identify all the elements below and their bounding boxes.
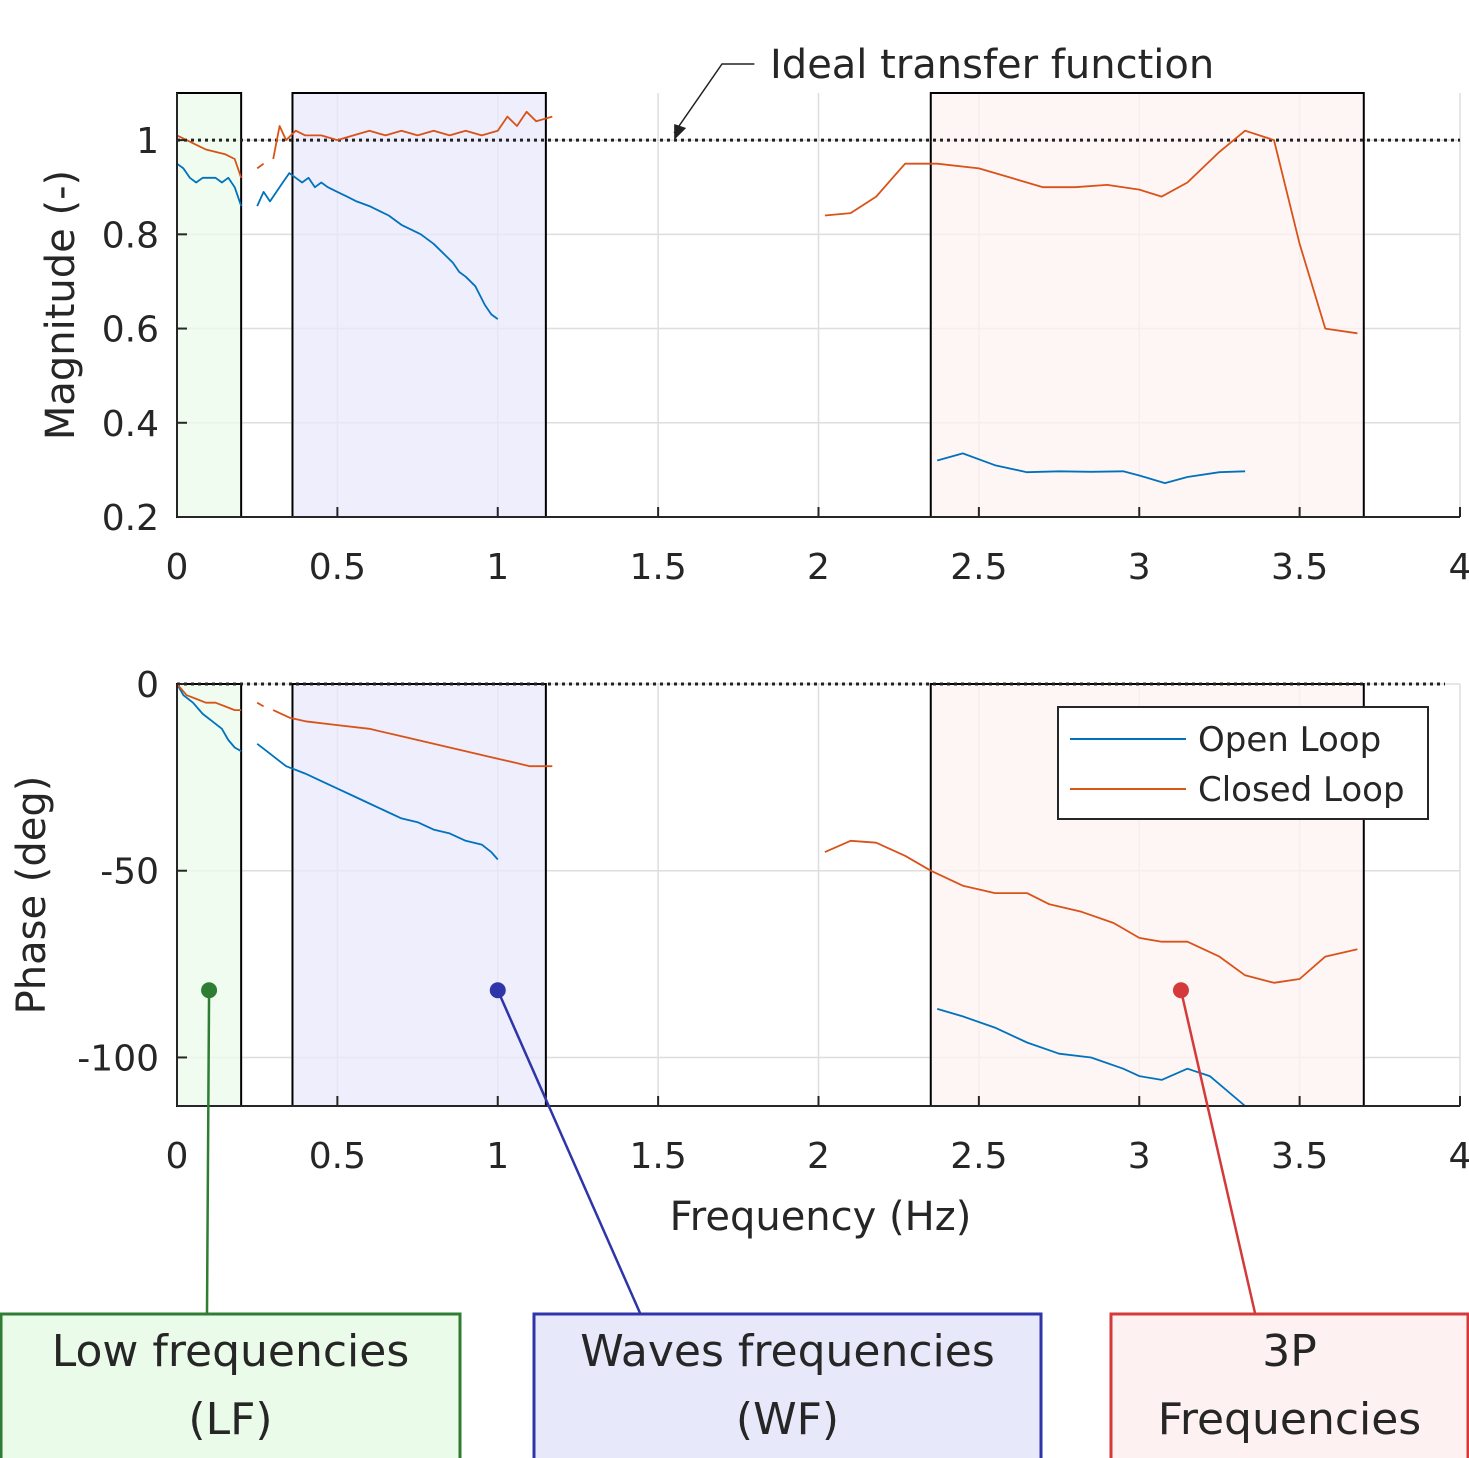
y-tick-label: -100 [77,1038,159,1079]
x-tick-label: 1.5 [629,1136,686,1177]
shaded-region-wf [291,683,547,1107]
y-tick-label: 1 [136,121,159,162]
x-tick-label: 3 [1128,547,1151,588]
y-tick-label: 0.4 [102,404,159,445]
x-tick-label: 4 [1449,1136,1469,1177]
legend-box [1057,706,1429,820]
x-tick-label: 0 [166,547,189,588]
open-loop-line [936,452,1246,484]
caption-box-wf [532,1312,1043,1458]
y-tick-label: -50 [100,852,159,893]
x-tick-label: 2.5 [950,1136,1007,1177]
y-tick-label: 0.6 [102,310,159,351]
y-tick-label: 0.8 [102,215,159,256]
open-loop-line [936,1008,1246,1107]
callout-line-wf [496,989,642,1314]
caption-label-wf: Waves frequencies [580,1326,995,1377]
open-loop-line [176,162,243,207]
caption-box-lf [0,1312,462,1458]
x-tick-label: 0 [166,1136,189,1177]
closed-loop-line [272,110,553,160]
closed-loop-line [272,709,553,768]
open-loop-line [176,683,242,752]
x-tick-label: 3.5 [1271,1136,1328,1177]
caption-box-3p [1109,1312,1469,1458]
caption-label-lf: Low frequencies [52,1326,410,1377]
closed-loop-line [256,701,265,708]
open-loop-line [256,743,499,861]
y-axis-label: Phase (deg) [9,776,55,1015]
x-tick-label: 2 [807,1136,830,1177]
caption-label-3p: Frequencies [1158,1394,1421,1445]
legend-label-open-loop: Open Loop [1198,720,1381,760]
closed-loop-line [256,162,265,170]
caption-label-wf: (WF) [736,1394,839,1445]
callout-dot-lf [201,982,218,999]
closed-loop-line [176,683,242,711]
magnitude-plot [176,63,1461,518]
caption-label-3p: 3P [1262,1326,1317,1377]
y-axis-label: Magnitude (-) [38,170,84,440]
closed-loop-line [824,839,1358,984]
callout-dot-3p [1172,982,1189,999]
x-tick-label: 1 [486,1136,509,1177]
shaded-region-lf [176,92,243,518]
y-tick-label: 0 [136,665,159,706]
caption-label-lf: (LF) [188,1394,272,1445]
ideal-transfer-function-label: Ideal transfer function [770,42,1214,88]
x-tick-label: 4 [1449,547,1469,588]
y-tick-label: 0.2 [102,498,159,539]
callout-dot-wf [489,982,506,999]
x-tick-label: 1 [486,547,509,588]
open-loop-line [256,172,499,320]
shaded-region-3p [929,92,1365,518]
callout-line-lf [205,990,211,1314]
annotation-arrow [673,63,755,134]
x-tick-label: 2 [807,547,830,588]
phase-plot [176,682,1461,1107]
x-axis-label: Frequency (Hz) [670,1194,972,1240]
legend-label-closed-loop: Closed Loop [1198,770,1405,810]
x-tick-label: 3.5 [1271,547,1328,588]
x-tick-label: 0.5 [309,1136,366,1177]
x-tick-label: 0.5 [309,547,366,588]
closed-loop-line [824,129,1358,335]
callout-line-3p [1179,989,1257,1314]
x-tick-label: 2.5 [950,547,1007,588]
closed-loop-line [176,134,243,179]
x-tick-label: 1.5 [629,547,686,588]
x-tick-label: 3 [1128,1136,1151,1177]
shaded-region-wf [291,92,547,518]
annotation-arrowhead [674,124,687,140]
